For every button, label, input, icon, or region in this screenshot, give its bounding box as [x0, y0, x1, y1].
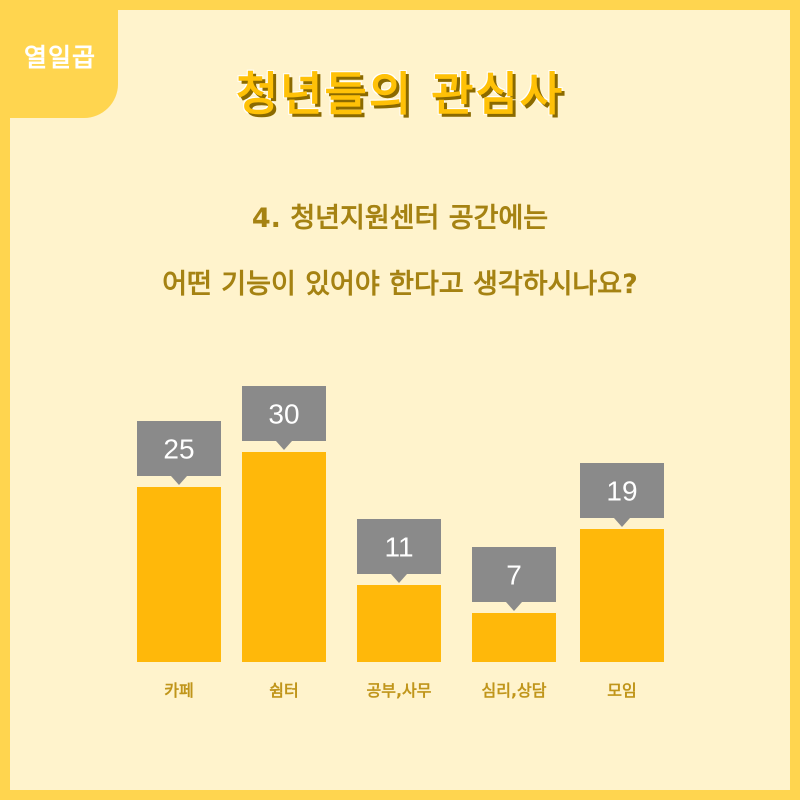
bar-3: [357, 585, 441, 662]
value-callout-3: [357, 519, 441, 574]
bar-1: [137, 487, 221, 662]
question-line-2: 어떤 기능이 있어야 한다고 생각하시나요?: [162, 269, 638, 300]
data-label-5: 19: [606, 476, 637, 507]
value-callout-2: [242, 386, 326, 441]
category-label-1: 카페: [164, 681, 193, 700]
data-label-1: 25: [163, 434, 194, 465]
brand-badge: 열일곱: [10, 10, 118, 118]
value-callout-pointer-4: [506, 602, 522, 611]
bar-4: [472, 613, 556, 662]
data-label-3: 11: [384, 532, 413, 563]
bar-2: [242, 452, 326, 662]
value-callout-5: [580, 463, 664, 518]
value-callout-pointer-3: [391, 574, 407, 583]
data-label-2: 30: [268, 399, 299, 430]
value-callout-1: [137, 421, 221, 476]
page-title: 청년들의 관심사: [235, 67, 565, 121]
value-callout-pointer-5: [614, 518, 630, 527]
category-label-5: 모임: [607, 681, 636, 700]
brand-badge-label: 열일곱: [24, 43, 97, 72]
category-label-3: 공부,사무: [367, 681, 432, 700]
value-callout-4: [472, 547, 556, 602]
bar-5: [580, 529, 664, 662]
data-label-4: 7: [506, 560, 522, 591]
value-callout-pointer-1: [171, 476, 187, 485]
category-label-2: 쉼터: [269, 681, 298, 700]
category-label-4: 심리,상담: [482, 681, 547, 700]
question-line-1: 4. 청년지원센터 공간에는: [251, 203, 549, 234]
value-callout-pointer-2: [276, 441, 292, 450]
